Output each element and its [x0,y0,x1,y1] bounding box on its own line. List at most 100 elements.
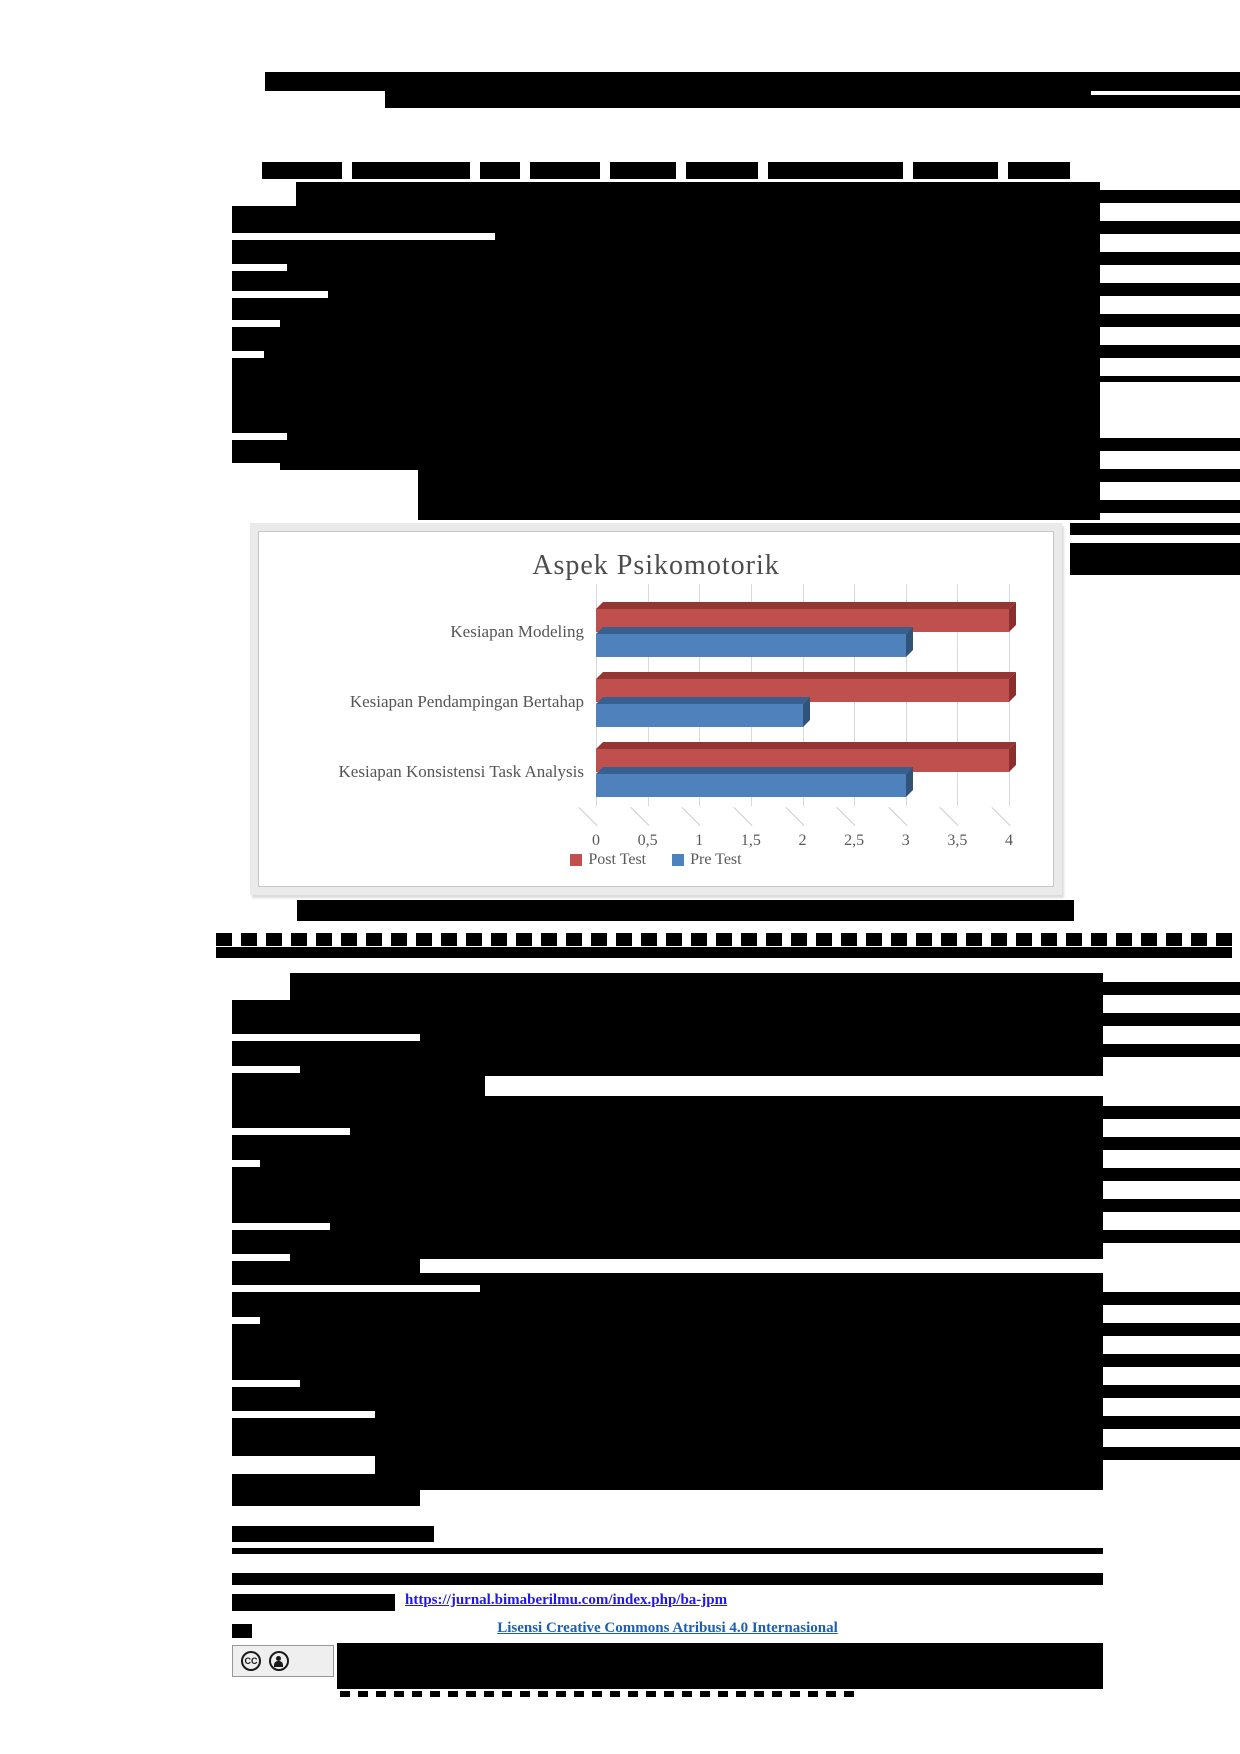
redacted-text-dash [736,1691,746,1697]
redacted-text-dash [866,933,882,946]
redacted-text-dash [1216,933,1232,946]
redacted-text-dash [416,933,432,946]
pre-test-bar-1 [596,634,906,657]
axis-floor-tick [578,806,598,827]
redacted-text-dash [216,933,232,946]
redaction-gap [232,233,495,240]
axis-floor-tick [991,806,1011,827]
redaction-gap [420,1490,1103,1506]
redacted-text-block [232,1548,1103,1554]
redacted-text-dash [691,933,707,946]
redacted-text-block [216,947,1232,958]
cc-by-badge[interactable]: CC [232,1645,334,1677]
redaction-gap [420,1259,1103,1273]
redacted-text-dash [741,933,757,946]
redacted-text-block [1100,190,1240,203]
redacted-text-dash [646,1691,656,1697]
redacted-text-block [1103,1230,1240,1243]
redacted-text-block [1103,1354,1240,1367]
redaction-gap [232,1411,375,1418]
redacted-text-dash [241,933,257,946]
redacted-text-dash [682,1691,692,1697]
legend-label-post-test: Post Test [588,851,647,868]
redacted-text-block [232,973,1103,1506]
pre-test-bar-2 [596,704,803,727]
redacted-text-dash [412,1691,422,1697]
redacted-text-dash [790,1691,800,1697]
redacted-text-dash [844,1691,854,1697]
redacted-text-block [1100,438,1240,451]
redacted-text-block [337,1643,1103,1689]
redacted-text-dash [341,933,357,946]
redacted-text-dash [441,933,457,946]
redacted-text-dash [616,933,632,946]
redacted-text-block [1103,1106,1240,1119]
redacted-text-block [1103,1385,1240,1398]
redacted-text-dash [394,1691,404,1697]
redacted-text-block [1100,376,1240,382]
redacted-text-dash [491,933,507,946]
redacted-text-dash [766,933,782,946]
redacted-text-block [1103,1044,1240,1057]
redacted-text-block [768,162,903,179]
x-tick-label: 0 [592,832,600,849]
redacted-text-block [1103,982,1240,995]
redacted-text-block [913,162,998,179]
redacted-text-dash [538,1691,548,1697]
redacted-text-block [1103,1199,1240,1212]
redacted-text-block [232,1573,1103,1585]
redacted-text-block [1100,314,1240,327]
redacted-text-dash [966,933,982,946]
journal-url-link[interactable]: https://jurnal.bimaberilmu.com/index.php… [405,1592,728,1608]
redacted-text-dash [1141,933,1157,946]
redaction-gap [232,973,290,1000]
redacted-text-block [480,162,520,179]
redacted-text-dash [340,1691,350,1697]
axis-floor-tick [681,806,701,827]
category-label-kesiapan-modeling: Kesiapan Modeling [450,622,584,641]
redacted-text-dash [754,1691,764,1697]
redaction-gap [232,1285,480,1292]
redacted-text-block [1100,469,1240,482]
redacted-text-dash [941,933,957,946]
redacted-text-dash [502,1691,512,1697]
redaction-gap [232,1034,420,1041]
legend-label-pre-test: Pre Test [690,851,742,868]
x-tick-label: 2,5 [844,832,865,849]
x-tick-label: 4 [1005,832,1013,849]
legend-item-pre-test: Pre Test [672,851,742,869]
license-link[interactable]: Lisensi Creative Commons Atribusi 4.0 In… [497,1620,838,1636]
chart-legend: Post Test Pre Test [259,851,1053,869]
redacted-text-dash [641,933,657,946]
redacted-text-dash [826,1691,836,1697]
redacted-text-block [1103,1168,1240,1181]
redacted-text-dash [358,1691,368,1697]
redacted-text-block [530,162,600,179]
x-tick-label: 2 [798,832,807,849]
redacted-text-dash [664,1691,674,1697]
redacted-text-block [232,1594,395,1611]
redacted-text-dash [1016,933,1032,946]
redacted-text-block [297,900,1074,921]
redaction-gap [232,470,418,520]
redacted-text-block [1103,1292,1240,1305]
redacted-text-block [265,72,1240,91]
redacted-text-block [232,1624,252,1638]
redaction-gap [232,1066,300,1073]
redacted-text-dash [556,1691,566,1697]
chart-title: Aspek Psikomotorik [532,550,780,581]
redacted-text-dash [466,933,482,946]
redacted-text-block [1103,1013,1240,1026]
redacted-text-dash [700,1691,710,1697]
redacted-text-block [1100,252,1240,265]
redacted-text-dash [430,1691,440,1697]
redacted-text-block [232,1526,434,1542]
redaction-gap [232,1380,300,1387]
redacted-text-block [1103,1323,1240,1336]
axis-floor-tick [888,806,908,827]
cc-by-person-icon [269,1651,289,1671]
redaction-gap [232,1456,375,1474]
redacted-text-dash [466,1691,476,1697]
redacted-text-dash [366,933,382,946]
